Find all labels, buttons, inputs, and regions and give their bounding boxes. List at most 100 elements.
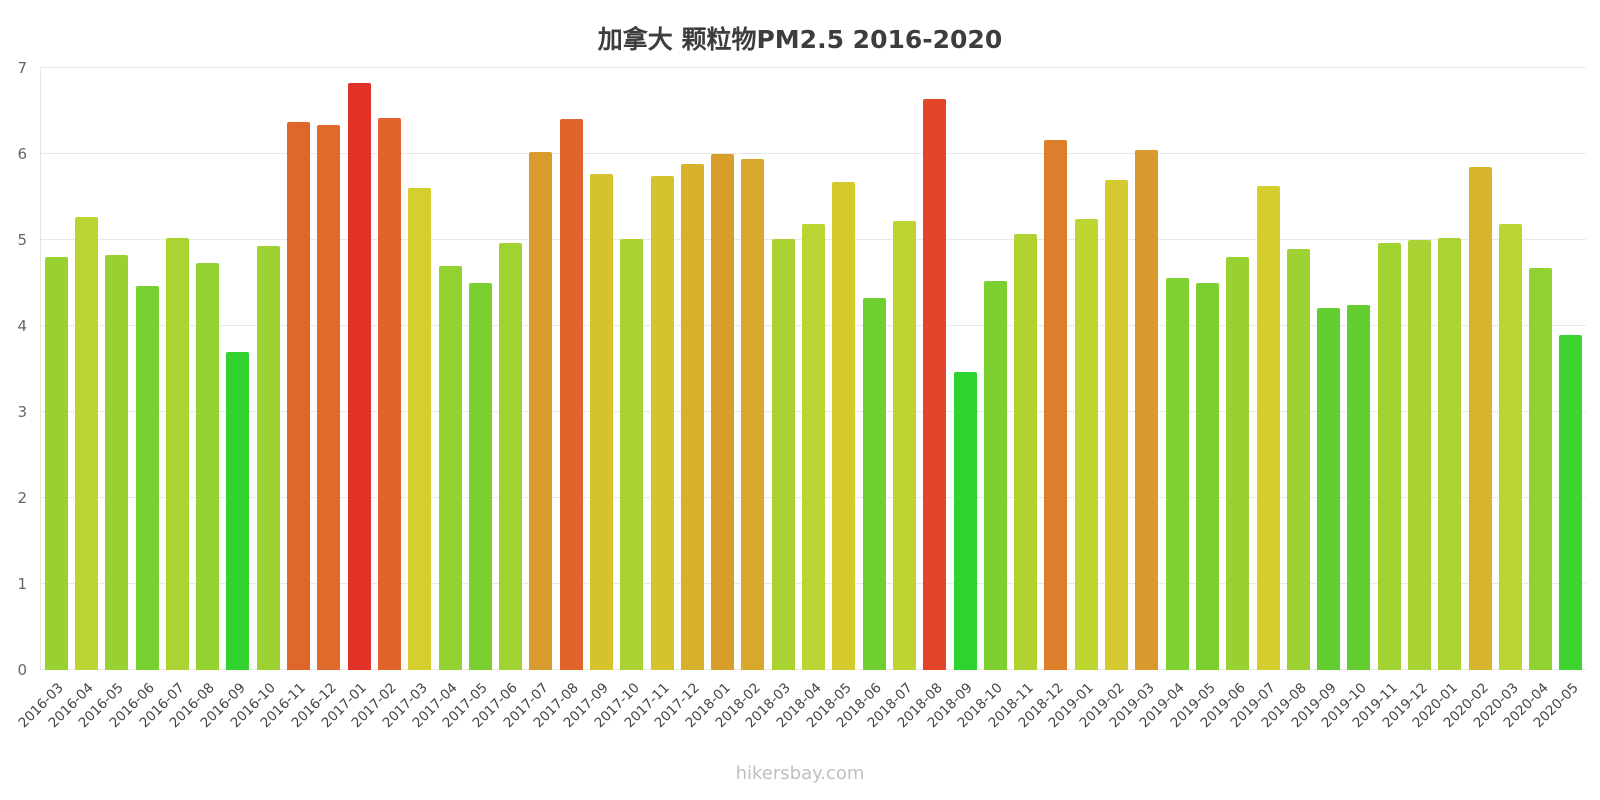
y-tick-label-5: 5	[17, 231, 27, 249]
bar-slot	[192, 68, 222, 670]
bar-2018-05[interactable]	[832, 181, 856, 670]
bar-2018-04[interactable]	[802, 223, 826, 670]
bar-2017-12[interactable]	[680, 164, 704, 670]
y-tick-label-4: 4	[17, 317, 27, 335]
bar-slot	[526, 68, 556, 670]
bar-2020-04[interactable]	[1529, 268, 1553, 670]
bar-2017-02[interactable]	[377, 117, 401, 670]
bar-2016-09[interactable]	[226, 351, 250, 670]
bar-2018-11[interactable]	[1014, 233, 1038, 670]
bar-2018-01[interactable]	[711, 154, 735, 670]
y-tick-label-2: 2	[17, 489, 27, 507]
bar-slot	[1071, 68, 1101, 670]
bar-slot	[1192, 68, 1222, 670]
bar-slot	[859, 68, 889, 670]
bar-slot	[677, 68, 707, 670]
bar-slot	[1313, 68, 1343, 670]
bar-2019-11[interactable]	[1377, 243, 1401, 670]
watermark: hikersbay.com	[735, 763, 865, 784]
bar-slot	[374, 68, 404, 670]
bar-slot	[1253, 68, 1283, 670]
bar-slot	[829, 68, 859, 670]
y-tick-label-6: 6	[17, 145, 27, 163]
bar-slot	[738, 68, 768, 670]
bar-2016-10[interactable]	[256, 246, 280, 670]
bar-2019-10[interactable]	[1347, 305, 1371, 670]
bar-2017-10[interactable]	[620, 239, 644, 670]
gridline-7	[41, 67, 1586, 68]
bar-2016-04[interactable]	[74, 216, 98, 670]
bar-2020-03[interactable]	[1498, 223, 1522, 670]
bar-2017-03[interactable]	[408, 188, 432, 670]
bar-2019-04[interactable]	[1165, 277, 1189, 670]
bar-slot	[586, 68, 616, 670]
y-axis: 0 1 2 3 4 5 6 7	[0, 59, 36, 679]
bar-slot	[1374, 68, 1404, 670]
bar-slot	[405, 68, 435, 670]
bar-slot	[708, 68, 738, 670]
bar-2020-05[interactable]	[1559, 334, 1583, 670]
bar-slot	[920, 68, 950, 670]
bar-2018-12[interactable]	[1044, 140, 1068, 670]
x-axis: 2016-03 2016-04 2016-05 2016-06 2016-07 2016-…	[15, 672, 1586, 758]
bar-slot	[1132, 68, 1162, 670]
bar-slot	[223, 68, 253, 670]
bar-2017-09[interactable]	[589, 173, 613, 670]
bar-2017-01[interactable]	[347, 82, 371, 670]
bar-slot	[1101, 68, 1131, 670]
bar-slot	[1283, 68, 1313, 670]
bar-2017-04[interactable]	[438, 265, 462, 670]
bar-slot	[1465, 68, 1495, 670]
chart-title: 加拿大 颗粒物PM2.5 2016-2020	[597, 25, 1003, 54]
bar-2016-11[interactable]	[287, 122, 311, 670]
bar-2019-03[interactable]	[1135, 149, 1159, 670]
bar-slot	[980, 68, 1010, 670]
bar-2019-02[interactable]	[1105, 179, 1129, 670]
bar-2020-02[interactable]	[1468, 166, 1492, 670]
bar-2016-05[interactable]	[105, 255, 129, 670]
bar-2016-07[interactable]	[165, 238, 189, 670]
bar-2016-08[interactable]	[196, 263, 220, 670]
bar-2017-08[interactable]	[559, 118, 583, 670]
bar-slot	[71, 68, 101, 670]
bar-2020-01[interactable]	[1438, 238, 1462, 670]
bar-2018-06[interactable]	[862, 297, 886, 670]
bar-2016-12[interactable]	[317, 124, 341, 670]
bar-slot	[889, 68, 919, 670]
y-tick-label-7: 7	[17, 59, 27, 77]
bar-slot	[798, 68, 828, 670]
bar-2019-06[interactable]	[1226, 257, 1250, 670]
bar-2019-12[interactable]	[1408, 240, 1431, 670]
bar-slot	[1404, 68, 1434, 670]
bar-2018-10[interactable]	[983, 281, 1007, 670]
bar-2018-08[interactable]	[923, 98, 947, 670]
bar-slot	[495, 68, 525, 670]
bar-2019-08[interactable]	[1286, 248, 1310, 670]
bar-2017-11[interactable]	[650, 175, 674, 670]
bar-slot	[617, 68, 647, 670]
bar-2018-02[interactable]	[741, 159, 765, 670]
bar-slot	[1011, 68, 1041, 670]
plot-area	[40, 67, 1586, 670]
bar-2016-06[interactable]	[135, 286, 159, 670]
bar-2019-09[interactable]	[1317, 307, 1341, 670]
bar-2016-03[interactable]	[44, 257, 68, 670]
bar-slot	[344, 68, 374, 670]
bar-slot	[435, 68, 465, 670]
bar-2018-07[interactable]	[892, 221, 916, 670]
bar-2017-05[interactable]	[468, 283, 492, 670]
bar-2018-03[interactable]	[771, 239, 795, 670]
bar-2018-09[interactable]	[953, 371, 977, 670]
bar-slot	[465, 68, 495, 670]
bar-2019-07[interactable]	[1256, 185, 1280, 670]
bar-slot	[102, 68, 132, 670]
y-tick-label-0: 0	[17, 661, 27, 679]
bar-slot	[950, 68, 980, 670]
y-tick-label-1: 1	[17, 575, 27, 593]
bar-2017-07[interactable]	[529, 152, 553, 670]
bar-slot	[314, 68, 344, 670]
bar-2019-01[interactable]	[1074, 219, 1098, 670]
bar-2019-05[interactable]	[1195, 283, 1219, 670]
bar-slot	[1162, 68, 1192, 670]
bar-2017-06[interactable]	[499, 243, 523, 670]
